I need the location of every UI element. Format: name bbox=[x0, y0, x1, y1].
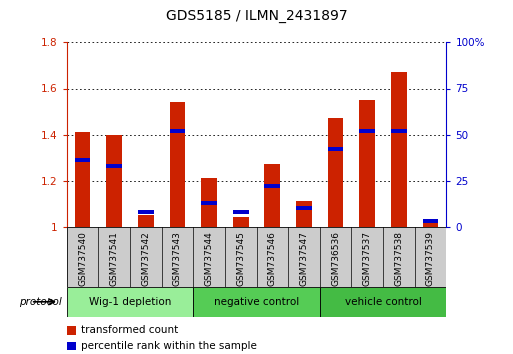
Bar bbox=[359, 129, 375, 133]
Text: GSM737541: GSM737541 bbox=[110, 232, 119, 286]
Text: Wig-1 depletion: Wig-1 depletion bbox=[89, 297, 171, 307]
Bar bbox=[359, 100, 375, 227]
Text: GDS5185 / ILMN_2431897: GDS5185 / ILMN_2431897 bbox=[166, 9, 347, 23]
Text: GSM737543: GSM737543 bbox=[173, 232, 182, 286]
Bar bbox=[391, 73, 407, 227]
Bar bbox=[328, 147, 344, 151]
Text: GSM737537: GSM737537 bbox=[363, 232, 372, 286]
Text: GSM737542: GSM737542 bbox=[141, 232, 150, 286]
Bar bbox=[138, 215, 154, 227]
Text: percentile rank within the sample: percentile rank within the sample bbox=[81, 341, 257, 351]
Bar bbox=[423, 222, 439, 227]
Bar bbox=[201, 201, 217, 205]
Text: GSM737546: GSM737546 bbox=[268, 232, 277, 286]
Bar bbox=[74, 132, 90, 227]
Text: GSM737538: GSM737538 bbox=[394, 232, 403, 286]
Bar bbox=[74, 158, 90, 162]
Text: GSM737540: GSM737540 bbox=[78, 232, 87, 286]
Text: GSM736536: GSM736536 bbox=[331, 232, 340, 286]
Bar bbox=[296, 201, 312, 227]
Bar bbox=[264, 184, 280, 188]
Bar bbox=[193, 287, 320, 317]
Bar bbox=[106, 135, 122, 227]
Bar bbox=[320, 287, 446, 317]
Bar bbox=[233, 217, 249, 227]
Text: GSM737539: GSM737539 bbox=[426, 232, 435, 286]
Bar bbox=[67, 342, 76, 350]
Bar bbox=[169, 102, 185, 227]
Bar bbox=[296, 206, 312, 210]
Text: negative control: negative control bbox=[214, 297, 299, 307]
Bar bbox=[391, 129, 407, 133]
Bar bbox=[328, 118, 344, 227]
Bar bbox=[67, 287, 193, 317]
Bar bbox=[169, 129, 185, 133]
Bar bbox=[201, 178, 217, 227]
Bar bbox=[67, 326, 76, 335]
Text: protocol: protocol bbox=[19, 297, 62, 307]
Bar bbox=[423, 219, 439, 223]
Text: GSM737545: GSM737545 bbox=[236, 232, 245, 286]
Text: GSM737547: GSM737547 bbox=[300, 232, 308, 286]
Text: transformed count: transformed count bbox=[81, 325, 179, 335]
Bar bbox=[106, 164, 122, 168]
Bar bbox=[264, 164, 280, 227]
Text: GSM737544: GSM737544 bbox=[205, 232, 213, 286]
Bar bbox=[233, 210, 249, 214]
Text: vehicle control: vehicle control bbox=[345, 297, 422, 307]
Bar bbox=[138, 210, 154, 214]
